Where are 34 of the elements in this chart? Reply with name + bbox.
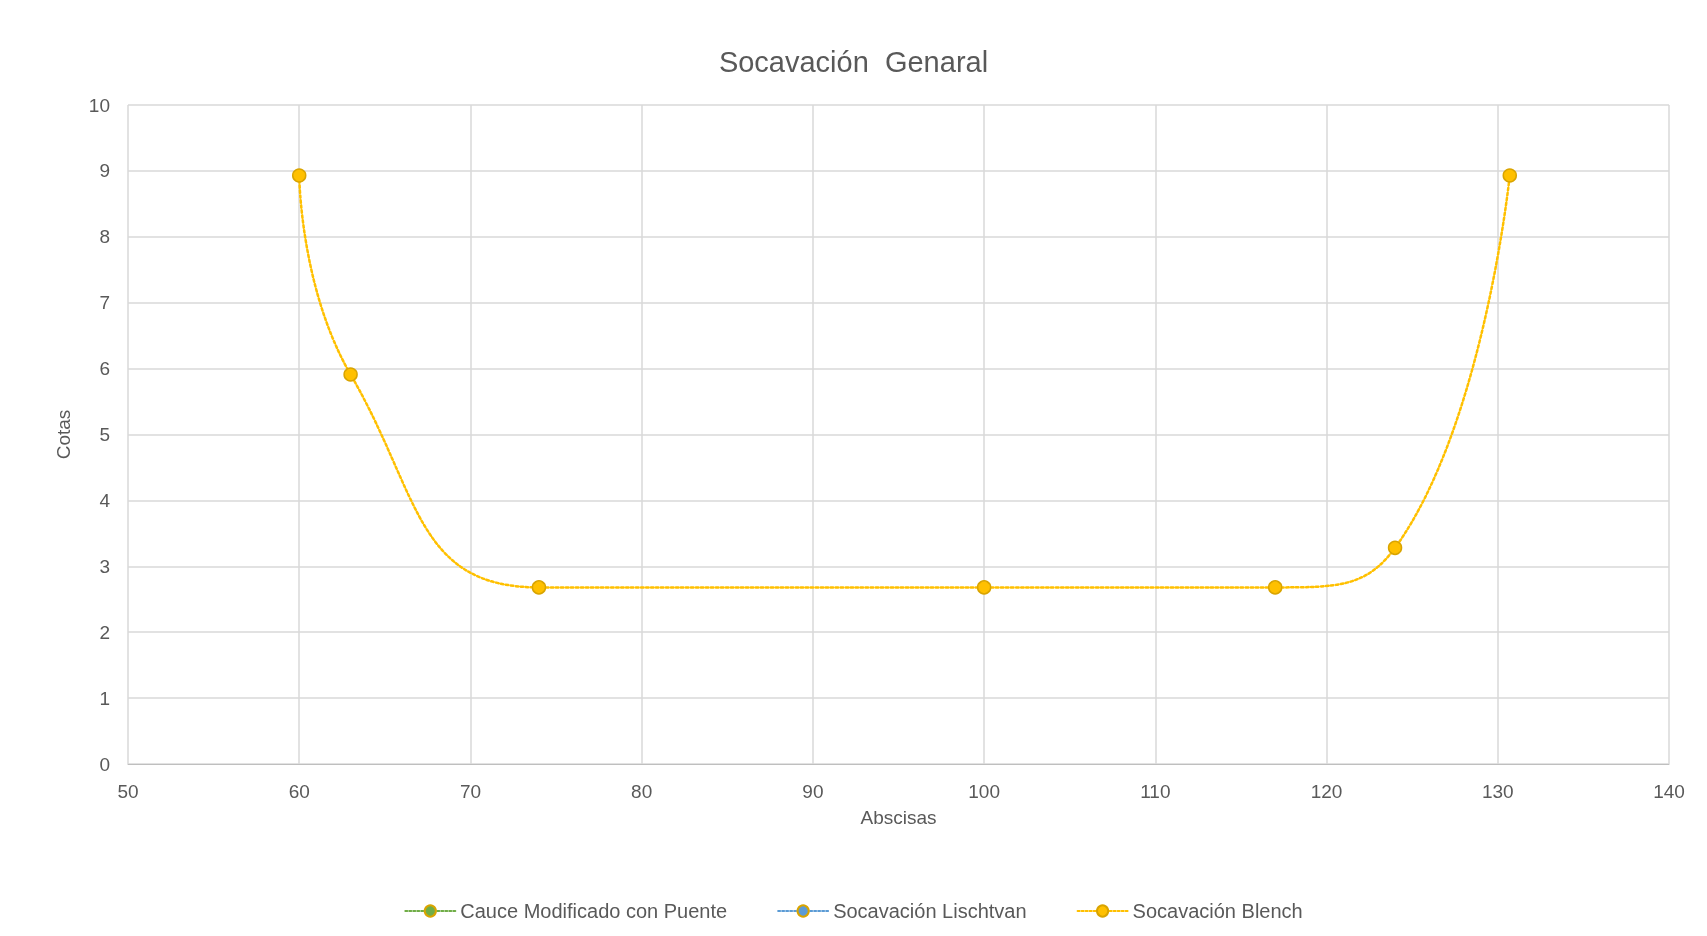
x-tick-label: 80 [631,781,653,802]
legend-label: Socavación Blench [1132,900,1303,922]
y-tick-label: 7 [99,292,110,314]
point [343,367,358,382]
point [291,168,307,183]
y-tick-label: 4 [99,489,111,511]
y-tick-label: 6 [99,358,110,380]
y-tick-label: 2 [99,621,110,643]
y-tick-label: 9 [99,160,110,182]
y-axis-title: Cotas [53,409,74,460]
x-tick-label: 130 [1481,781,1514,802]
x-tick-label: 120 [1310,781,1343,802]
x-tick-label: 140 [1653,781,1685,802]
y-tick-label: 1 [99,687,110,709]
chart-title: Socavación Genaral [718,45,989,78]
point [531,580,547,595]
point [1267,580,1283,595]
x-tick-label: 70 [459,781,482,802]
y-tick-label: 10 [88,94,110,116]
y-tick-label: 5 [99,424,110,445]
x-tick-label: 100 [968,781,1000,802]
x-tick-label: 110 [1140,781,1171,802]
y-tick-label: 0 [99,753,110,775]
point [976,580,992,595]
y-tick-label: 8 [99,226,110,248]
y-tick-label: 3 [99,555,110,577]
point [1502,168,1518,183]
legend-label: Socavación Lischtvan [833,900,1027,922]
legend-label: Cauce Modificado con Puente [460,900,728,922]
x-axis-title: Abscisas [860,807,937,828]
x-tick-label: 60 [288,781,310,802]
point [1387,540,1403,556]
x-tick-label: 50 [117,781,139,802]
x-tick-label: 90 [802,781,824,802]
